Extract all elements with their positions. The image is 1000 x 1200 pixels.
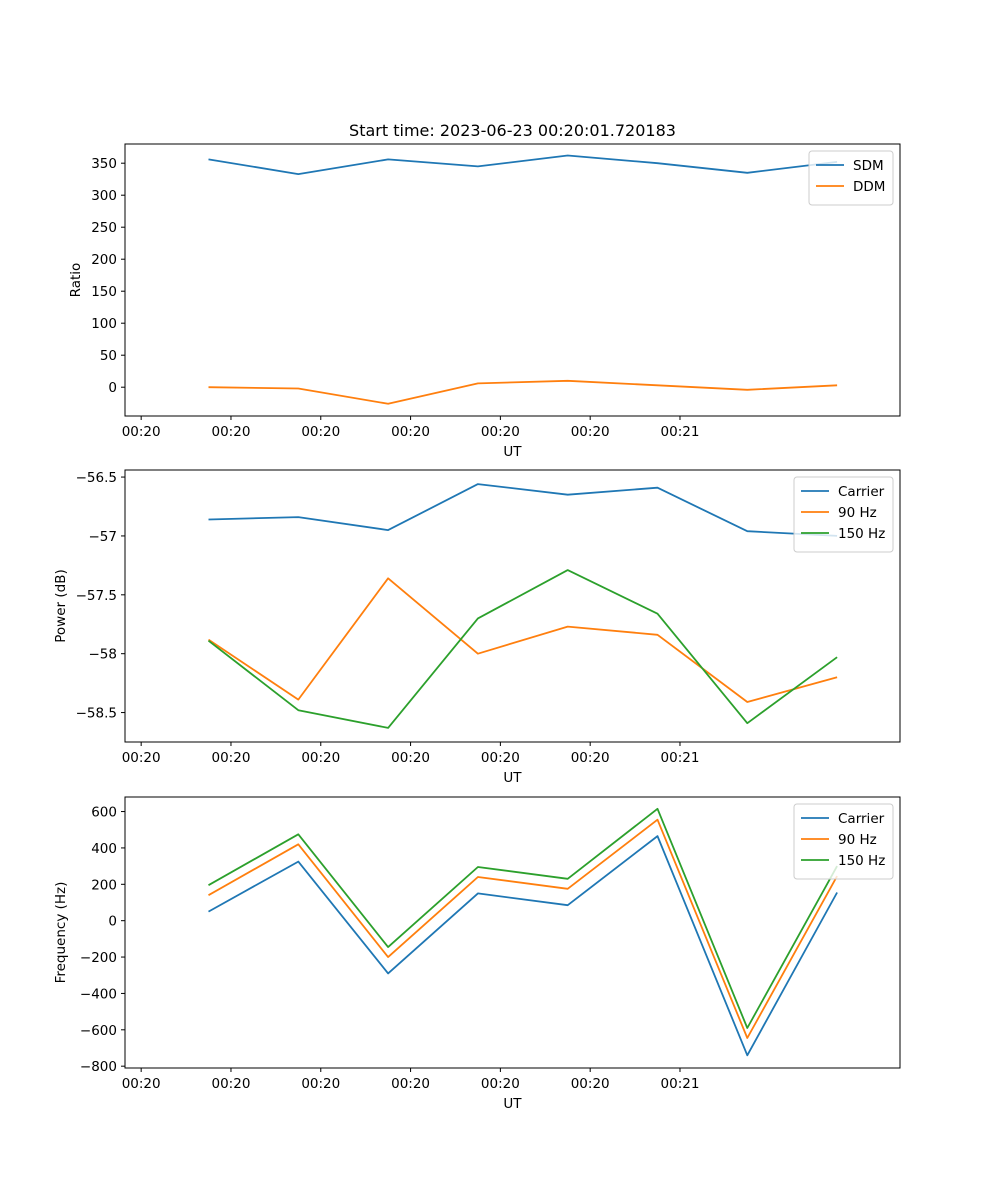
x-tick-label: 00:20 — [301, 1076, 340, 1092]
y-tick-label: −58 — [89, 647, 118, 663]
panel-1: 00:20 00:20 00:20 00:20 00:20 00:20 00:21 0 50 10… — [68, 143, 901, 460]
y-tick-label: 0 — [108, 914, 117, 930]
y-axis-label: Frequency (Hz) — [53, 882, 69, 984]
x-tick-label: 00:20 — [481, 424, 520, 440]
axes-frame — [124, 143, 901, 417]
y-tick-label: 400 — [91, 841, 117, 857]
y-tick-label: 600 — [91, 805, 117, 821]
x-tick-label: 00:20 — [122, 750, 161, 766]
x-tick-label: 00:20 — [571, 1076, 610, 1092]
panel-3: 00:20 00:20 00:20 00:20 00:20 00:20 00:21 −800 −… — [53, 796, 901, 1112]
y-tick-label: 300 — [91, 188, 117, 204]
y-tick-label: −600 — [80, 1023, 117, 1039]
x-axis-label: UT — [503, 1096, 522, 1112]
legend-entry: Carrier — [838, 484, 885, 500]
x-tick-label: 00:20 — [481, 750, 520, 766]
legend: SDM DDM — [808, 150, 894, 206]
x-axis-label: UT — [503, 770, 522, 786]
x-tick-label: 00:21 — [661, 424, 700, 440]
axes-frame — [124, 796, 901, 1069]
x-tick-label: 00:20 — [391, 1076, 430, 1092]
y-tick-label: −400 — [80, 986, 117, 1002]
x-tick-label: 00:20 — [391, 750, 430, 766]
axes-frame — [124, 469, 901, 743]
y-tick-label: 100 — [91, 316, 117, 332]
legend: Carrier 90 Hz 150 Hz — [793, 476, 894, 553]
y-tick-label: −58.5 — [76, 706, 117, 722]
chart-title: Start time: 2023-06-23 00:20:01.720183 — [349, 121, 676, 140]
y-tick-label: −200 — [80, 950, 117, 966]
x-tick-label: 00:20 — [212, 750, 251, 766]
x-tick-label: 00:20 — [301, 424, 340, 440]
y-tick-label: 200 — [91, 252, 117, 268]
series-line-90-hz — [208, 818, 838, 1039]
legend-entry: SDM — [853, 158, 884, 174]
series-line-sdm — [208, 154, 838, 176]
x-axis-label: UT — [503, 444, 522, 460]
x-tick-label: 00:21 — [661, 1076, 700, 1092]
series-line-ddm — [208, 379, 838, 405]
y-tick-label: −57 — [89, 529, 118, 545]
panel-2: 00:20 00:20 00:20 00:20 00:20 00:20 00:21 −58.5… — [53, 469, 901, 786]
y-axis-label: Ratio — [68, 263, 84, 298]
y-axis-label: Power (dB) — [53, 569, 69, 642]
x-tick-label: 00:20 — [301, 750, 340, 766]
y-tick-label: 0 — [108, 380, 117, 396]
y-tick-label: −57.5 — [76, 588, 117, 604]
legend-entry: DDM — [853, 179, 885, 195]
x-tick-label: 00:21 — [661, 750, 700, 766]
x-tick-label: 00:20 — [571, 750, 610, 766]
legend-entry: 150 Hz — [838, 853, 885, 869]
x-tick-label: 00:20 — [212, 424, 251, 440]
series-line-90-hz — [208, 577, 838, 703]
y-tick-label: 200 — [91, 877, 117, 893]
series-line-150-hz — [207, 569, 838, 729]
series-line-carrier — [208, 835, 838, 1057]
series-line-carrier — [208, 483, 838, 537]
x-tick-label: 00:20 — [122, 1076, 161, 1092]
series-line-150-hz — [208, 807, 838, 1029]
legend-entry: 90 Hz — [838, 832, 877, 848]
x-tick-label: 00:20 — [571, 424, 610, 440]
legend-entry: Carrier — [838, 811, 885, 827]
y-tick-label: −800 — [80, 1059, 117, 1075]
x-tick-label: 00:20 — [212, 1076, 251, 1092]
y-tick-label: −56.5 — [76, 470, 117, 486]
y-tick-label: 250 — [91, 220, 117, 236]
y-tick-label: 150 — [91, 284, 117, 300]
y-tick-label: 350 — [91, 156, 117, 172]
x-tick-label: 00:20 — [481, 1076, 520, 1092]
x-tick-label: 00:20 — [122, 424, 161, 440]
legend-entry: 90 Hz — [838, 505, 877, 521]
legend-entry: 150 Hz — [838, 526, 885, 542]
legend: Carrier 90 Hz 150 Hz — [793, 803, 894, 880]
y-tick-label: 50 — [100, 348, 117, 364]
x-tick-label: 00:20 — [391, 424, 430, 440]
